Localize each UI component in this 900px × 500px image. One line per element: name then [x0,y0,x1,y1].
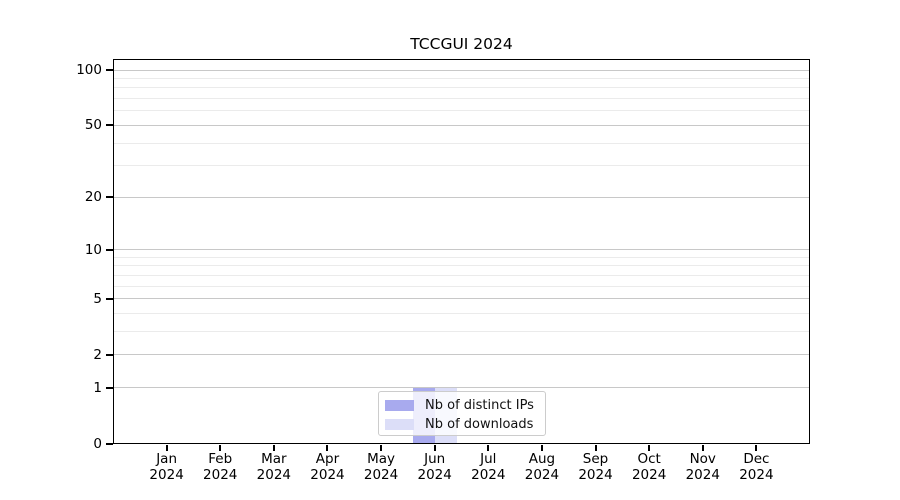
x-tick [648,445,651,451]
x-tick [701,445,704,451]
x-tick [219,445,222,451]
major-gridline [114,196,809,198]
x-tick-label: Jun 2024 [417,451,452,483]
minor-gridline [114,142,809,144]
minor-gridline [114,256,809,258]
minor-gridline [114,265,809,267]
x-tick-label: Jul 2024 [471,451,506,483]
y-tick-label: 2 [93,346,102,363]
y-tick [106,248,113,251]
x-tick [594,445,597,451]
x-tick-label: Oct 2024 [631,451,667,483]
y-tick [106,353,113,356]
x-tick-label: Feb 2024 [203,451,238,483]
x-tick-label: Aug 2024 [524,451,560,483]
x-tick [433,445,436,451]
x-tick-label: May 2024 [363,451,399,483]
x-tick-label: Nov 2024 [685,451,720,483]
y-tick [106,69,113,71]
minor-gridline [114,285,809,287]
major-gridline [114,354,809,356]
x-tick [487,445,490,451]
plot-area [113,59,810,444]
minor-gridline [114,77,809,79]
y-tick-label: 20 [84,189,102,206]
legend-label-downloads: Nb of downloads [425,417,534,432]
y-tick-label: 5 [93,290,102,307]
y-tick-label: 50 [84,117,102,134]
x-tick [380,445,383,451]
legend-item-distinct-ips: Nb of distinct IPs [385,397,537,414]
major-gridline [114,298,809,300]
legend: Nb of distinct IPs Nb of downloads [378,391,546,436]
x-tick [755,445,758,451]
minor-gridline [114,165,809,167]
minor-gridline [114,331,809,333]
legend-swatch-downloads [385,419,414,430]
x-tick-label: Apr 2024 [310,451,345,483]
legend-label-distinct-ips: Nb of distinct IPs [425,398,534,413]
x-tick-label: Jan 2024 [149,451,184,483]
chart-title: TCCGUI 2024 [410,35,513,53]
y-tick [106,297,113,300]
y-tick [106,443,113,445]
major-gridline [114,249,809,251]
x-tick [540,445,543,451]
y-tick [106,124,113,127]
x-tick [165,445,168,451]
x-tick [272,445,275,451]
x-tick [326,445,329,451]
major-gridline [114,124,809,126]
y-tick-label: 100 [76,62,102,78]
minor-gridline [114,110,809,112]
x-tick-label: Sep 2024 [578,451,613,483]
legend-swatch-distinct-ips [385,400,414,411]
y-tick [106,386,113,389]
y-tick-label: 1 [93,379,102,396]
minor-gridline [114,87,809,89]
x-tick-label: Dec 2024 [739,451,774,483]
y-tick [106,196,113,199]
major-gridline [114,69,809,71]
major-gridline [114,387,809,389]
x-tick-label: Mar 2024 [256,451,292,483]
minor-gridline [114,98,809,100]
y-tick-label: 0 [93,436,102,452]
legend-item-downloads: Nb of downloads [385,416,537,433]
minor-gridline [114,313,809,315]
y-tick-label: 10 [84,241,102,258]
minor-gridline [114,274,809,276]
